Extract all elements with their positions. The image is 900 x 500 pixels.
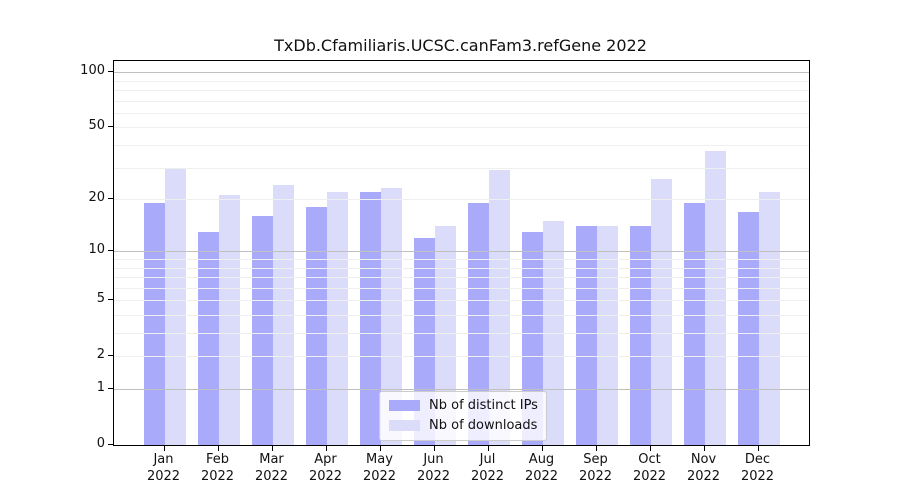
bar-downloads	[704, 151, 726, 445]
bar-downloads	[434, 226, 456, 445]
gridline	[114, 90, 809, 91]
y-tick-mark	[108, 126, 113, 127]
legend-swatch-downloads-icon	[389, 420, 420, 431]
legend: Nb of distinct IPs Nb of downloads	[379, 391, 547, 441]
gridline	[114, 287, 809, 289]
y-tick-mark	[108, 71, 113, 72]
gridline	[114, 112, 809, 114]
bar-downloads	[218, 195, 240, 445]
x-tick-mark	[596, 446, 597, 451]
x-tick-label: Mar 2022	[254, 452, 289, 484]
x-tick-label: Jun 2022	[416, 452, 451, 484]
y-tick-label: 0	[96, 436, 105, 451]
bar-downloads	[326, 191, 348, 445]
y-tick-mark	[108, 444, 113, 445]
bar-distinct-ips	[197, 231, 219, 445]
bar-distinct-ips	[305, 207, 327, 445]
bar-distinct-ips	[683, 203, 705, 445]
x-tick-label: Nov 2022	[686, 452, 721, 484]
x-tick-mark	[326, 446, 327, 451]
bar-downloads	[758, 191, 780, 445]
x-tick-label: Oct 2022	[632, 452, 667, 484]
x-tick-label: Dec 2022	[740, 452, 775, 484]
bar-distinct-ips	[467, 203, 489, 445]
bar-downloads	[488, 170, 510, 445]
x-tick-mark	[650, 446, 651, 451]
y-tick-label: 2	[96, 347, 105, 363]
y-tick-mark	[108, 388, 113, 389]
gridline	[114, 145, 809, 146]
bar-distinct-ips	[251, 216, 273, 445]
x-tick-mark	[272, 446, 273, 451]
x-tick-label: Aug 2022	[524, 452, 559, 484]
bar-downloads	[380, 188, 402, 445]
y-tick-label: 50	[88, 118, 105, 134]
y-tick-label: 10	[88, 242, 105, 258]
x-tick-mark	[380, 446, 381, 451]
y-tick-label: 20	[88, 190, 105, 206]
y-tick-mark	[108, 250, 113, 251]
gridline	[114, 167, 809, 169]
x-tick-mark	[218, 446, 219, 451]
bar-distinct-ips	[575, 226, 597, 445]
gridline	[114, 267, 809, 269]
plot-area	[113, 60, 810, 446]
y-tick-mark	[108, 299, 113, 300]
gridline	[114, 72, 809, 74]
x-tick-label: Apr 2022	[308, 452, 343, 484]
y-tick-label: 5	[96, 291, 105, 307]
x-tick-label: May 2022	[362, 452, 397, 484]
bar-distinct-ips	[359, 191, 381, 445]
bar-downloads	[596, 226, 618, 445]
x-tick-label: Jan 2022	[146, 452, 181, 484]
gridline	[114, 300, 809, 302]
legend-item-distinct-ips: Nb of distinct IPs	[389, 398, 538, 413]
x-tick-mark	[704, 446, 705, 451]
x-tick-mark	[434, 446, 435, 451]
gridline	[114, 100, 809, 102]
gridline	[114, 259, 809, 260]
bar-distinct-ips	[143, 203, 165, 445]
chart-title: TxDb.Cfamiliaris.UCSC.canFam3.refGene 20…	[274, 36, 647, 55]
gridline	[114, 251, 809, 253]
y-tick-label: 100	[80, 63, 105, 79]
y-tick-label: 1	[96, 380, 105, 395]
legend-label-downloads: Nb of downloads	[429, 418, 538, 433]
x-tick-label: Jul 2022	[470, 452, 505, 484]
gridline	[114, 127, 809, 129]
x-tick-mark	[488, 446, 489, 451]
bar-downloads	[164, 167, 186, 445]
bar-distinct-ips	[737, 211, 759, 445]
bar-distinct-ips	[629, 226, 651, 445]
x-tick-label: Feb 2022	[200, 452, 235, 484]
x-tick-mark	[758, 446, 759, 451]
x-tick-label: Sep 2022	[578, 452, 613, 484]
gridline	[114, 199, 809, 201]
gridline	[114, 389, 809, 390]
legend-label-distinct-ips: Nb of distinct IPs	[429, 398, 538, 413]
legend-item-downloads: Nb of downloads	[389, 418, 537, 433]
legend-swatch-distinct-ips-icon	[389, 400, 420, 411]
y-tick-mark	[108, 355, 113, 356]
x-tick-mark	[164, 446, 165, 451]
x-tick-mark	[542, 446, 543, 451]
gridline	[114, 356, 809, 358]
gridline	[114, 315, 809, 316]
gridline	[114, 333, 809, 334]
gridline	[114, 80, 809, 82]
y-tick-mark	[108, 198, 113, 199]
gridline	[114, 277, 809, 278]
bar-downloads	[650, 178, 672, 445]
